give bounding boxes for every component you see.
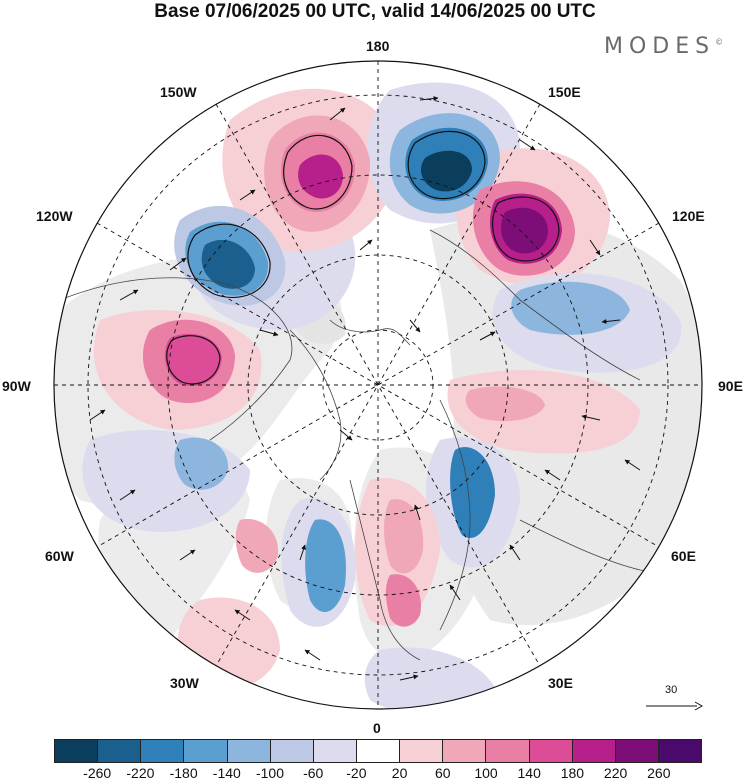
- map-title: Base 07/06/2025 00 UTC, valid 14/06/2025…: [154, 1, 596, 22]
- colorbar: [54, 739, 702, 763]
- height-contours: [166, 130, 560, 385]
- colorbar-tick-label: 100: [474, 765, 498, 781]
- reference-vector-label: 30: [665, 684, 678, 696]
- modes-logo: MODES©: [604, 34, 723, 59]
- colorbar-tick-label: -260: [83, 765, 112, 781]
- map-boundary: [53, 60, 703, 710]
- colorbar-segment: [98, 740, 142, 762]
- colorbar-tick-label: 220: [603, 765, 628, 781]
- colorbar-segment: [572, 740, 616, 762]
- lon-label-0: 0: [373, 720, 381, 736]
- colorbar-segment: [184, 740, 228, 762]
- lon-label-90w: 90W: [2, 378, 31, 394]
- copyright-mark: ©: [715, 37, 724, 47]
- lon-label-60w: 60W: [45, 548, 74, 564]
- lon-label-180: 180: [366, 38, 390, 54]
- colorbar-tick-label: -100: [255, 765, 285, 781]
- colorbar-tick-label: -60: [303, 765, 324, 781]
- colorbar-segment: [356, 740, 401, 762]
- colorbar-tick-label: 60: [435, 765, 451, 781]
- colorbar-segment: [615, 740, 659, 762]
- lon-label-30w: 30W: [170, 675, 199, 691]
- colorbar-tick-label: 180: [560, 765, 585, 781]
- colorbar-tick-label: -180: [169, 765, 198, 781]
- lon-label-150w: 150W: [160, 84, 197, 100]
- colorbar-segment: [141, 740, 185, 762]
- colorbar-segment: [443, 740, 487, 762]
- colorbar-segment: [658, 740, 702, 762]
- brand-name: MODES: [604, 34, 716, 59]
- colorbar-tick-label: -20: [346, 765, 367, 781]
- colorbar-segment: [313, 740, 357, 762]
- colorbar-tick-label: -140: [212, 765, 241, 781]
- lon-label-150e: 150E: [548, 84, 581, 100]
- colorbar-tick-label: 260: [647, 765, 671, 781]
- colorbar-segment: [227, 740, 271, 762]
- lon-label-30e: 30E: [548, 675, 573, 691]
- graticule: [54, 61, 702, 709]
- lon-label-90e: 90E: [718, 378, 743, 394]
- polar-map: [53, 60, 703, 710]
- colorbar-segment: [55, 740, 99, 762]
- colorbar-tick-label: -220: [126, 765, 155, 781]
- lon-label-120e: 120E: [672, 208, 705, 224]
- colorbar-ticks: -260 -220 -180 -140 -100 -60 -20 20 60 100 140 180 2…: [54, 765, 702, 783]
- wind-vectors: [89, 96, 641, 681]
- lon-label-60e: 60E: [671, 548, 696, 564]
- colorbar-segment: [486, 740, 530, 762]
- colorbar-segment: [529, 740, 573, 762]
- colorbar-segment: [400, 740, 444, 762]
- colorbar-tick-label: 140: [517, 765, 541, 781]
- lon-label-120w: 120W: [36, 208, 73, 224]
- colorbar-tick-label: 20: [391, 765, 408, 781]
- colorbar-segment: [270, 740, 314, 762]
- reference-vector-arrow: [646, 701, 703, 711]
